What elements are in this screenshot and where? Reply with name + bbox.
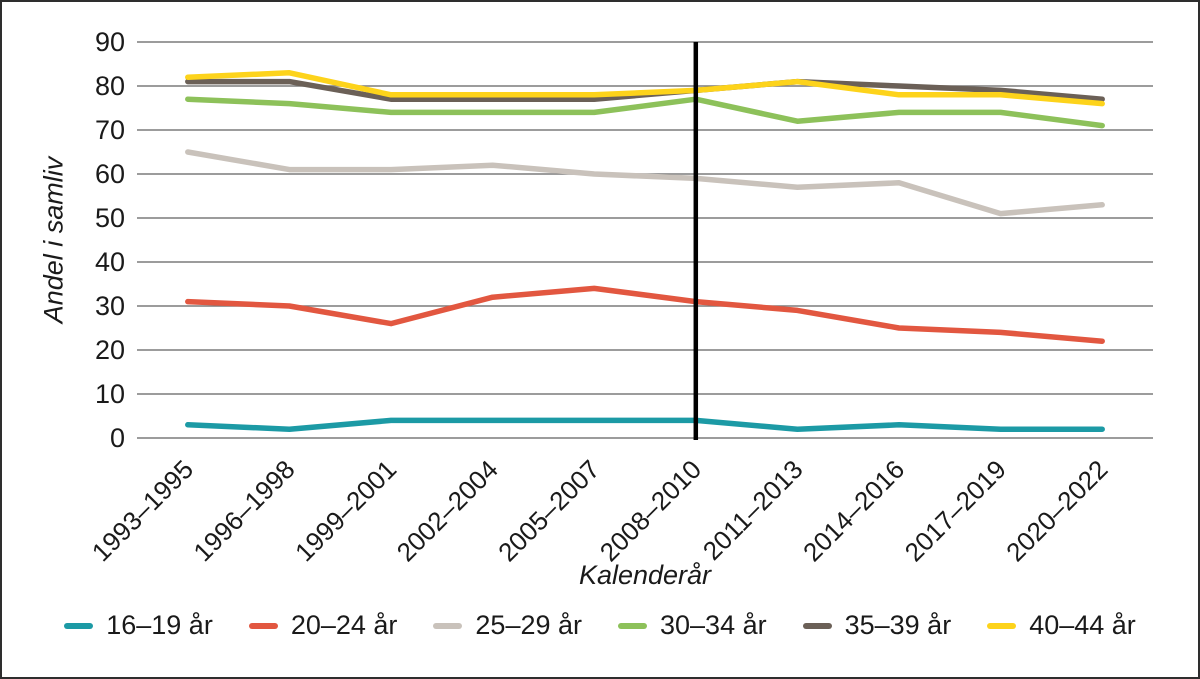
legend-marker [248,622,278,629]
legend-marker [987,622,1017,629]
x-tick-label: 1999–2001 [289,454,402,567]
legend-marker [802,622,832,629]
legend-item: 40–44 år [987,610,1136,641]
series-line-3 [185,96,1105,129]
legend-label: 25–29 år [475,610,582,640]
y-tick-label: 50 [95,203,125,233]
y-tick-label: 40 [95,247,125,277]
y-tick-label: 90 [95,27,125,57]
x-tick-label: 2017–2019 [899,454,1012,567]
y-tick-label: 80 [95,71,125,101]
legend-item: 20–24 år [248,610,398,641]
legend-label: 30–34 år [660,610,767,640]
series-line-1 [185,285,1105,344]
legend-item: 16–19 år [64,610,213,641]
legend-marker [618,622,647,629]
y-tick-label: 30 [95,291,125,321]
legend-label: 16–19 år [106,610,213,640]
series-line-2 [185,149,1105,217]
legend-label: 40–44 år [1029,610,1136,640]
y-tick-label: 0 [110,423,125,453]
x-tick-label: 2011–2013 [697,454,809,566]
legend-item: 30–34 år [618,610,767,641]
x-tick-label: 1996–1998 [187,454,300,567]
line-chart-plot: 0 10 20 30 40 50 60 70 80 90 1993–19951996–1998199… [86,27,1153,567]
legend-label: 35–39 år [844,610,952,640]
legend-item: 35–39 år [802,610,952,641]
legend-label: 20–24 år [290,610,398,640]
x-tick-label: 2020–2022 [1000,454,1113,567]
y-tick-label: 70 [95,115,125,145]
x-axis-title: Kalenderår [578,560,712,590]
y-tick-label: 60 [95,159,125,189]
y-axis-title: Andel i samliv [38,156,69,324]
x-tick-label: 2014–2016 [797,454,910,567]
y-tick-label: 10 [95,379,125,409]
x-tick-label: 2002–2004 [391,454,504,567]
x-tick-label: 2008–2010 [594,454,707,567]
y-tick-label: 20 [95,335,125,365]
series-line-5 [185,70,1105,107]
legend-item: 25–29 år [433,610,582,641]
chart-legend: 16–19 år 20–24 år 25–29 år 30–34 år 35–39 år… [2,610,1198,641]
x-tick-label: 2005–2007 [492,454,605,567]
legend-marker [433,622,463,629]
series-line-0 [185,417,1105,432]
x-tick-label: 1993–1995 [86,454,199,567]
legend-marker [64,622,94,629]
